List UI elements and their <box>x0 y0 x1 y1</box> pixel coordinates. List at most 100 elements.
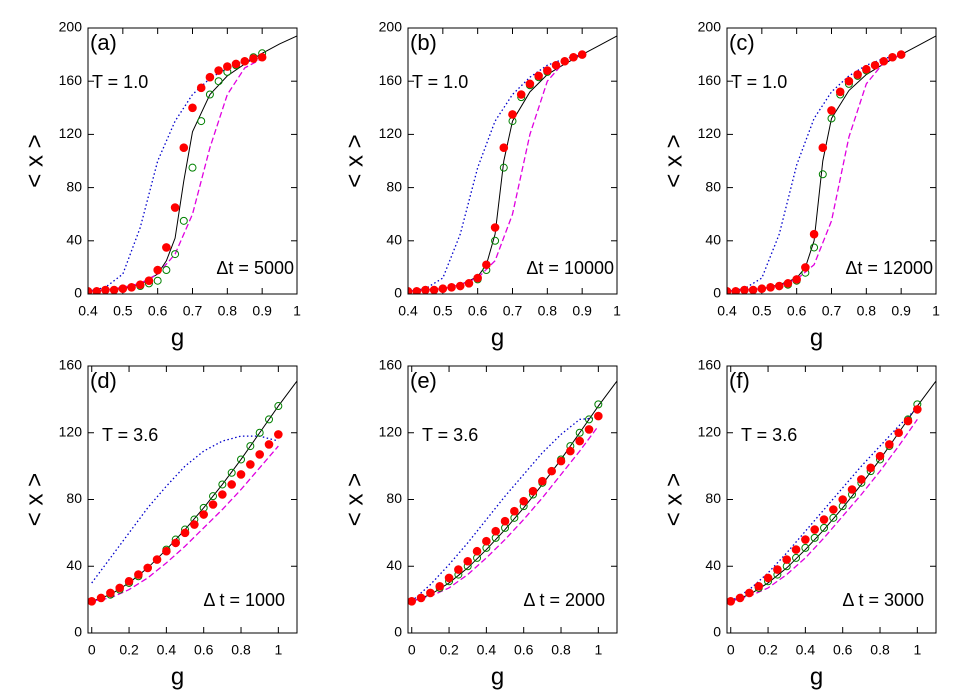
frame <box>726 365 937 634</box>
filled-marker <box>447 283 456 292</box>
filled-marker <box>214 66 223 75</box>
filled-marker <box>257 52 267 62</box>
y-tick-label: 0 <box>713 285 721 301</box>
dt-label: Δ t = 1000 <box>203 590 285 610</box>
filled-marker <box>118 284 128 293</box>
x-tick-label: 0.2 <box>439 642 459 658</box>
y-tick-label: 160 <box>59 72 83 88</box>
open-marker <box>820 523 829 532</box>
filled-marker <box>490 223 500 232</box>
filled-marker <box>594 411 603 421</box>
open-marker <box>214 77 223 86</box>
open-marker <box>575 428 584 437</box>
open-marker <box>827 114 836 123</box>
plot-area <box>88 380 297 606</box>
open-marker <box>792 553 801 562</box>
curve <box>411 380 617 602</box>
open-marker <box>255 428 264 437</box>
filled-marker <box>500 516 510 526</box>
curve <box>91 380 297 602</box>
filled-marker <box>188 103 197 113</box>
x-tick-label: 1 <box>613 303 621 319</box>
filled-marker <box>560 56 570 66</box>
x-tick-label: 0.4 <box>157 642 177 658</box>
open-marker <box>218 480 227 489</box>
x-axis-label: g <box>810 324 823 351</box>
panel-label: (b) <box>410 30 437 55</box>
panel: 0 40 80 120 160 200 0.4 0.5 0.6 0.7 0.8 0.9 1 (b) T = … <box>341 19 621 352</box>
x-tick-label: 0.9 <box>572 303 592 319</box>
filled-marker <box>829 505 838 514</box>
filled-marker <box>429 285 439 294</box>
filled-marker <box>124 576 134 586</box>
y-axis-label: < x > <box>341 473 368 526</box>
filled-marker <box>853 70 862 79</box>
x-axis-label: g <box>491 324 504 351</box>
open-marker <box>594 400 603 409</box>
filled-marker <box>896 50 906 59</box>
filled-marker <box>96 593 106 603</box>
filled-marker <box>218 490 227 499</box>
filled-marker <box>426 588 435 598</box>
dt-label: Δ t = 2000 <box>523 590 605 610</box>
filled-marker <box>528 486 538 496</box>
filled-marker <box>491 526 501 536</box>
filled-marker <box>152 555 162 564</box>
filled-marker <box>888 52 897 62</box>
frame <box>87 365 298 634</box>
y-tick-label: 80 <box>66 490 82 506</box>
filled-marker <box>454 565 463 574</box>
filled-marker <box>231 59 241 69</box>
panel: 0 40 80 120 160 0 0.2 0.4 0.6 0.8 1 (f) T = 3.6 Δ t =… <box>660 357 937 690</box>
filled-marker <box>455 281 465 291</box>
filled-marker <box>435 581 445 591</box>
y-tick-label: 200 <box>59 19 83 35</box>
y-tick-label: 40 <box>66 232 82 248</box>
curve <box>88 56 263 292</box>
filled-marker <box>199 510 208 519</box>
y-tick-label: 40 <box>705 557 721 573</box>
filled-marker <box>773 565 782 574</box>
filled-marker <box>162 243 171 252</box>
temperature-label: T = 1.0 <box>731 72 787 92</box>
frame <box>407 27 618 295</box>
temperature-label: T = 1.0 <box>92 72 148 92</box>
filled-marker <box>556 456 566 466</box>
filled-marker <box>534 71 543 81</box>
filled-marker <box>516 90 526 99</box>
filled-marker <box>857 475 866 484</box>
dt-label: Δt = 12000 <box>845 258 933 278</box>
filled-marker <box>735 593 745 603</box>
filled-marker <box>143 563 153 573</box>
filled-marker <box>575 436 584 446</box>
filled-marker <box>783 279 793 288</box>
filled-marker <box>127 283 136 292</box>
x-tick-label: 0 <box>727 642 735 658</box>
filled-marker <box>264 440 274 449</box>
plot-area <box>727 35 936 294</box>
filled-marker <box>870 60 880 70</box>
x-tick-label: 1 <box>293 303 301 319</box>
y-tick-label: 40 <box>66 557 82 573</box>
open-marker <box>829 513 838 522</box>
y-tick-label: 80 <box>386 490 402 506</box>
filled-marker <box>473 273 482 283</box>
y-tick-label: 120 <box>698 423 722 439</box>
y-tick-label: 160 <box>59 357 83 373</box>
filled-marker <box>223 62 232 71</box>
x-tick-label: 0.4 <box>398 303 418 319</box>
y-tick-label: 40 <box>705 232 721 248</box>
y-tick-label: 120 <box>59 423 83 439</box>
filled-marker <box>180 528 190 538</box>
open-marker <box>818 170 827 179</box>
x-tick-label: 0.8 <box>231 642 251 658</box>
filled-marker <box>508 110 517 119</box>
x-tick-label: 0.2 <box>119 642 139 658</box>
filled-marker <box>774 281 784 291</box>
filled-marker <box>782 555 792 564</box>
filled-marker <box>791 545 801 554</box>
filled-marker <box>879 56 889 66</box>
filled-marker <box>463 556 473 566</box>
open-marker <box>237 455 246 464</box>
filled-marker <box>903 416 913 426</box>
